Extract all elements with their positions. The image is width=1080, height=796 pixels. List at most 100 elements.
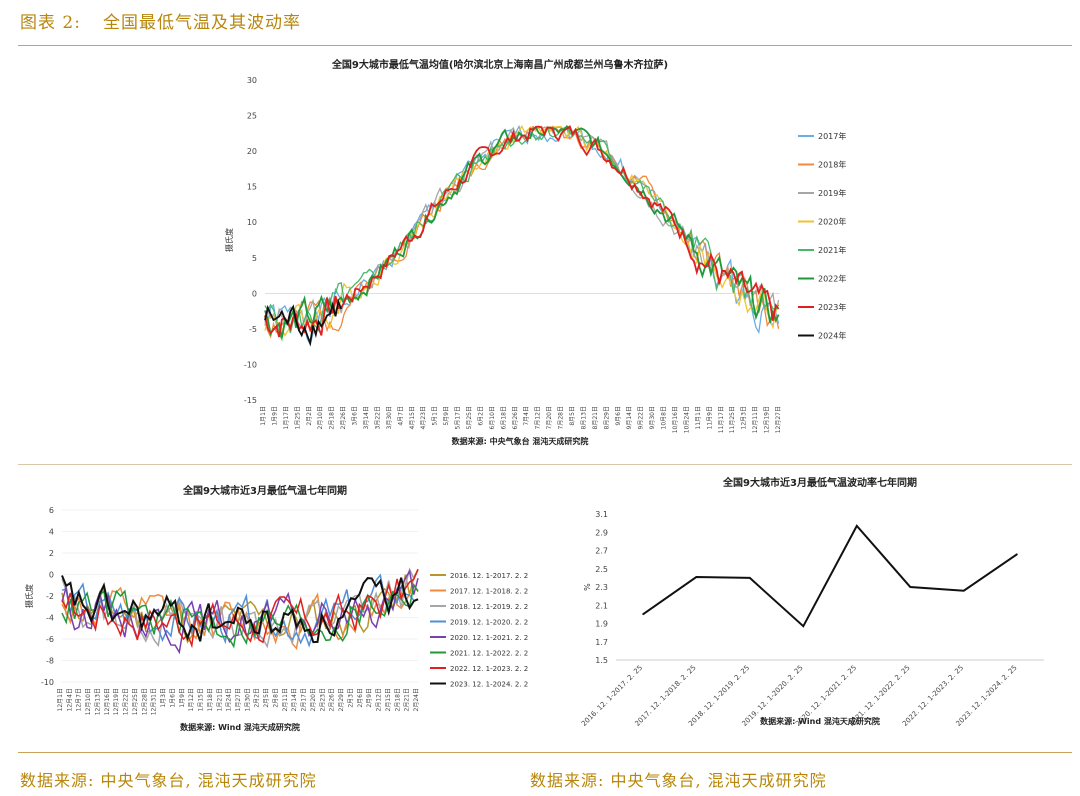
chart1-xtick: 11月25日: [729, 406, 736, 433]
chart1-xtick: 7月4日: [523, 406, 530, 426]
chart1-xtick: 1月9日: [271, 406, 278, 426]
chart1-xtick: 5月1日: [432, 406, 439, 426]
chart2-xtick: 2月26日: [329, 688, 336, 711]
chart2-ytick: -8: [46, 657, 54, 666]
chart3-ytick: 1.7: [595, 638, 608, 647]
chart2-series-line: [61, 568, 419, 649]
chart1-xtick: 6月26日: [512, 406, 519, 429]
chart2-xtick: 2月5日: [263, 688, 270, 708]
chart2-legend-label: 2018. 12. 1-2019. 2. 2: [450, 603, 528, 611]
chart1-legend-label: 2024年: [818, 331, 846, 341]
chart2-xtick: 2月24日: [413, 688, 420, 711]
chart1-series-line: [264, 298, 343, 347]
chart3-ytick: 2.1: [595, 601, 608, 610]
chart2-xtick: 2月3日: [347, 688, 354, 708]
chart2-ytick: -2: [46, 592, 54, 601]
chart1-xtick: 10月8日: [661, 406, 668, 429]
chart2-xtick: 2月14日: [291, 688, 298, 711]
chart1-xtick: 8月29日: [603, 406, 610, 429]
chart2-xtick: 12月31日: [151, 688, 158, 715]
chart1-xtick: 2月10日: [317, 406, 324, 429]
chart1-xtick: 9月14日: [626, 406, 633, 429]
chart2-xtick: 1月6日: [169, 688, 176, 708]
chart2-xtick: 2月20日: [310, 688, 317, 711]
chart2-ytick: -10: [41, 678, 54, 687]
chart1-xtick: 6月10日: [489, 406, 496, 429]
chart1-ytick: 15: [247, 183, 257, 192]
annual-min-temp-chart: 全国9大城市最低气温均值(哈尔滨北京上海南昌广州成都兰州乌鲁木齐拉萨) 摄氏度 30…: [224, 58, 846, 446]
chart3-xtick: 2022. 12. 1-2023. 2. 25: [901, 664, 965, 728]
chart1-series-line: [264, 124, 780, 337]
chart2-xtick: 12月13日: [94, 688, 101, 715]
chart1-xtick: 6月18日: [500, 406, 507, 429]
source-left: 数据来源: 中央气象台, 混沌天成研究院: [20, 771, 317, 790]
chart2-xtick: 12月16日: [104, 688, 111, 715]
chart2-xtick: 1月30日: [244, 688, 251, 711]
chart2-xtick: 1月18日: [207, 688, 214, 711]
chart1-legend-label: 2018年: [818, 160, 846, 170]
chart1-xtick: 3月22日: [374, 406, 381, 429]
chart3-xtick: 2017. 12. 1-2018. 2. 25: [634, 664, 698, 728]
chart3-point: [856, 525, 858, 527]
chart1-legend-label: 2021年: [818, 245, 846, 255]
chart1-legend-label: 2022年: [818, 274, 846, 284]
chart2-xtick: 1月9日: [179, 688, 186, 708]
chart1-ytick: 25: [247, 112, 257, 121]
chart1-xtick: 3月14日: [363, 406, 370, 429]
chart2-legend-label: 2016. 12. 1-2017. 2. 2: [450, 572, 528, 580]
chart2-xtick: 12月22日: [123, 688, 130, 715]
chart2-xtick: 12月19日: [113, 688, 120, 715]
chart3-point: [749, 577, 751, 579]
chart2-xtick: 1月27日: [235, 688, 242, 711]
chart2-legend-label: 2021. 12. 1-2022. 2. 2: [450, 650, 528, 658]
bottom-rule: [18, 752, 1072, 753]
chart2-ytick: 2: [49, 549, 54, 558]
chart1-xtick: 7月28日: [558, 406, 565, 429]
chart1-title: 全国9大城市最低气温均值(哈尔滨北京上海南昌广州成都兰州乌鲁木齐拉萨): [331, 58, 668, 71]
chart1-ytick: 10: [247, 218, 257, 227]
chart2-ytick: -4: [46, 614, 54, 623]
figure-title: 图表 2: 全国最低气温及其波动率: [20, 8, 301, 33]
chart1-xtick: 6月2日: [477, 406, 484, 426]
chart2-ytick: 6: [49, 506, 54, 515]
chart1-xtick: 1月1日: [260, 406, 267, 426]
chart2-legend-label: 2023. 12. 1-2024. 2. 2: [450, 681, 528, 689]
chart1-xtick: 11月1日: [695, 406, 702, 429]
chart2-legend-label: 2019. 12. 1-2020. 2. 2: [450, 619, 528, 627]
chart3-ytick: 3.1: [595, 510, 608, 519]
chart2-xtick: 12月1日: [57, 688, 64, 711]
chart1-xtick: 8月13日: [580, 406, 587, 429]
chart1-series-line: [264, 125, 780, 338]
chart1-xtick: 4月7日: [397, 406, 404, 426]
chart1-legend-label: 2017年: [818, 131, 846, 141]
chart2-series-line: [61, 583, 419, 649]
chart1-xtick: 5月17日: [455, 406, 462, 429]
figure-title-text: 全国最低气温及其波动率: [102, 13, 301, 33]
chart3-series-line: [642, 524, 1018, 628]
chart1-legend-label: 2019年: [818, 188, 846, 198]
chart1-xtick: 8月21日: [592, 406, 599, 429]
chart2-series-line: [61, 575, 419, 644]
chart3-ytick: 2.7: [595, 547, 608, 556]
chart1-xtick: 11月17日: [718, 406, 725, 433]
chart1-xtick: 4月23日: [420, 406, 427, 429]
chart1-xtick: 7月12日: [535, 406, 542, 429]
chart2-xtick: 12月10日: [85, 688, 92, 715]
chart1-xtick: 9月30日: [649, 406, 656, 429]
chart1-source: 数据来源: 中央气象台 混沌天成研究院: [452, 436, 589, 446]
chart2-legend-label: 2020. 12. 1-2021. 2. 2: [450, 634, 528, 642]
chart2-xtick: 2月9日: [366, 688, 373, 708]
chart1-ylabel: 摄氏度: [224, 228, 234, 252]
chart2-xtick: 2月2日: [254, 688, 261, 708]
chart1-xtick: 2月18日: [329, 406, 336, 429]
chart1-ytick: -15: [244, 396, 257, 405]
chart2-xtick: 2月21日: [404, 688, 411, 711]
chart2-ytick: 0: [49, 571, 54, 580]
chart3-source: 数据来源: Wind 混沌天成研究院: [760, 716, 880, 726]
chart2-xtick: 12月7日: [76, 688, 83, 711]
chart1-xtick: 11月9日: [706, 406, 713, 429]
chart1-xtick: 5月25日: [466, 406, 473, 429]
chart1-xtick: 5月9日: [443, 406, 450, 426]
chart1-xtick: 1月17日: [283, 406, 290, 429]
chart1-ytick: -5: [249, 325, 257, 334]
